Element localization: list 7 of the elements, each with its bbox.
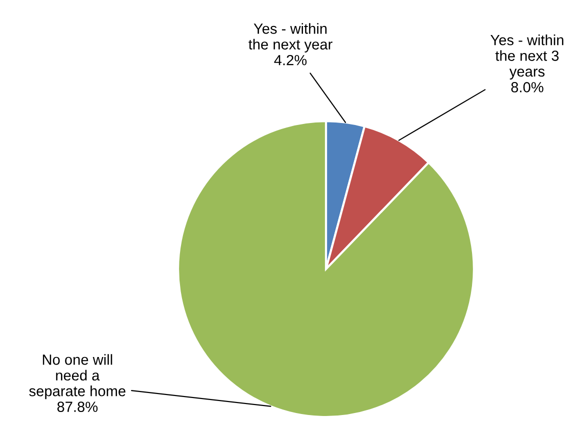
data-label: 8.0% bbox=[511, 82, 544, 92]
pie-slice bbox=[176, 120, 476, 418]
data-label: 4.2% bbox=[274, 54, 307, 66]
slice-label: No one will need a separate home bbox=[29, 354, 126, 400]
slice-label: Yes - within the next year bbox=[248, 23, 332, 52]
data-label: 87.8% bbox=[57, 402, 98, 412]
slice-label: Yes - within the next 3 years bbox=[490, 34, 564, 80]
